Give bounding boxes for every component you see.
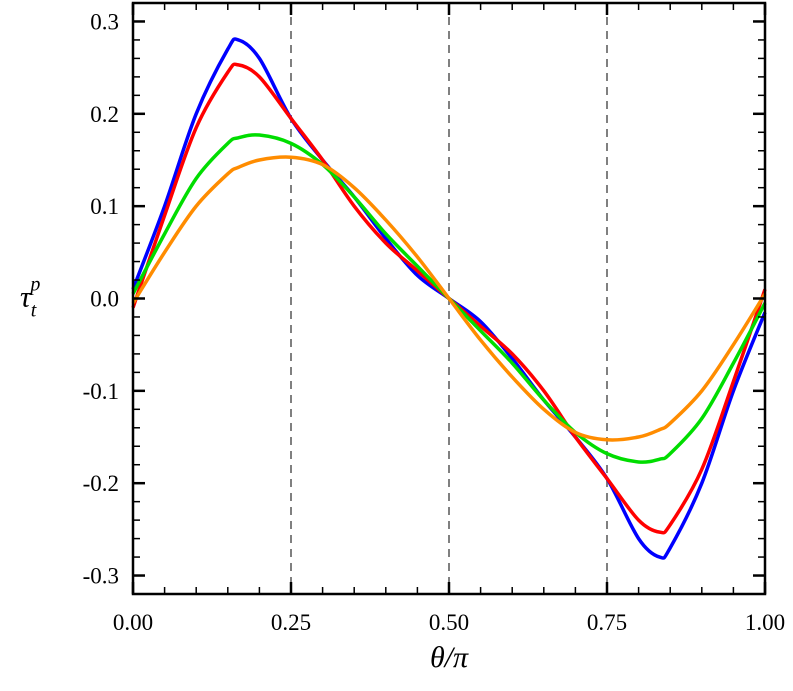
x-tick-label: 0.50: [429, 610, 469, 635]
y-label-sub: t: [31, 300, 37, 322]
y-axis-title: τtp: [20, 274, 40, 322]
x-tick-label: 0.25: [271, 610, 311, 635]
x-tick-label: 0.00: [113, 610, 153, 635]
x-tick-label: 0.75: [587, 610, 627, 635]
y-label-base: τ: [20, 281, 32, 314]
y-tick-label: 0.1: [90, 194, 119, 219]
y-tick-label: 0.2: [90, 102, 119, 127]
y-tick-label: -0.2: [83, 471, 119, 496]
y-tick-label: 0.0: [90, 287, 119, 312]
y-tick-label: -0.3: [83, 564, 119, 589]
y-tick-label: -0.1: [83, 379, 119, 404]
x-tick-label: 1.00: [745, 610, 785, 635]
x-axis-label: θ/π: [429, 641, 469, 674]
y-tick-label: 0.3: [90, 9, 119, 34]
y-label-sup: p: [28, 274, 40, 296]
series-line-4: [131, 155, 767, 442]
